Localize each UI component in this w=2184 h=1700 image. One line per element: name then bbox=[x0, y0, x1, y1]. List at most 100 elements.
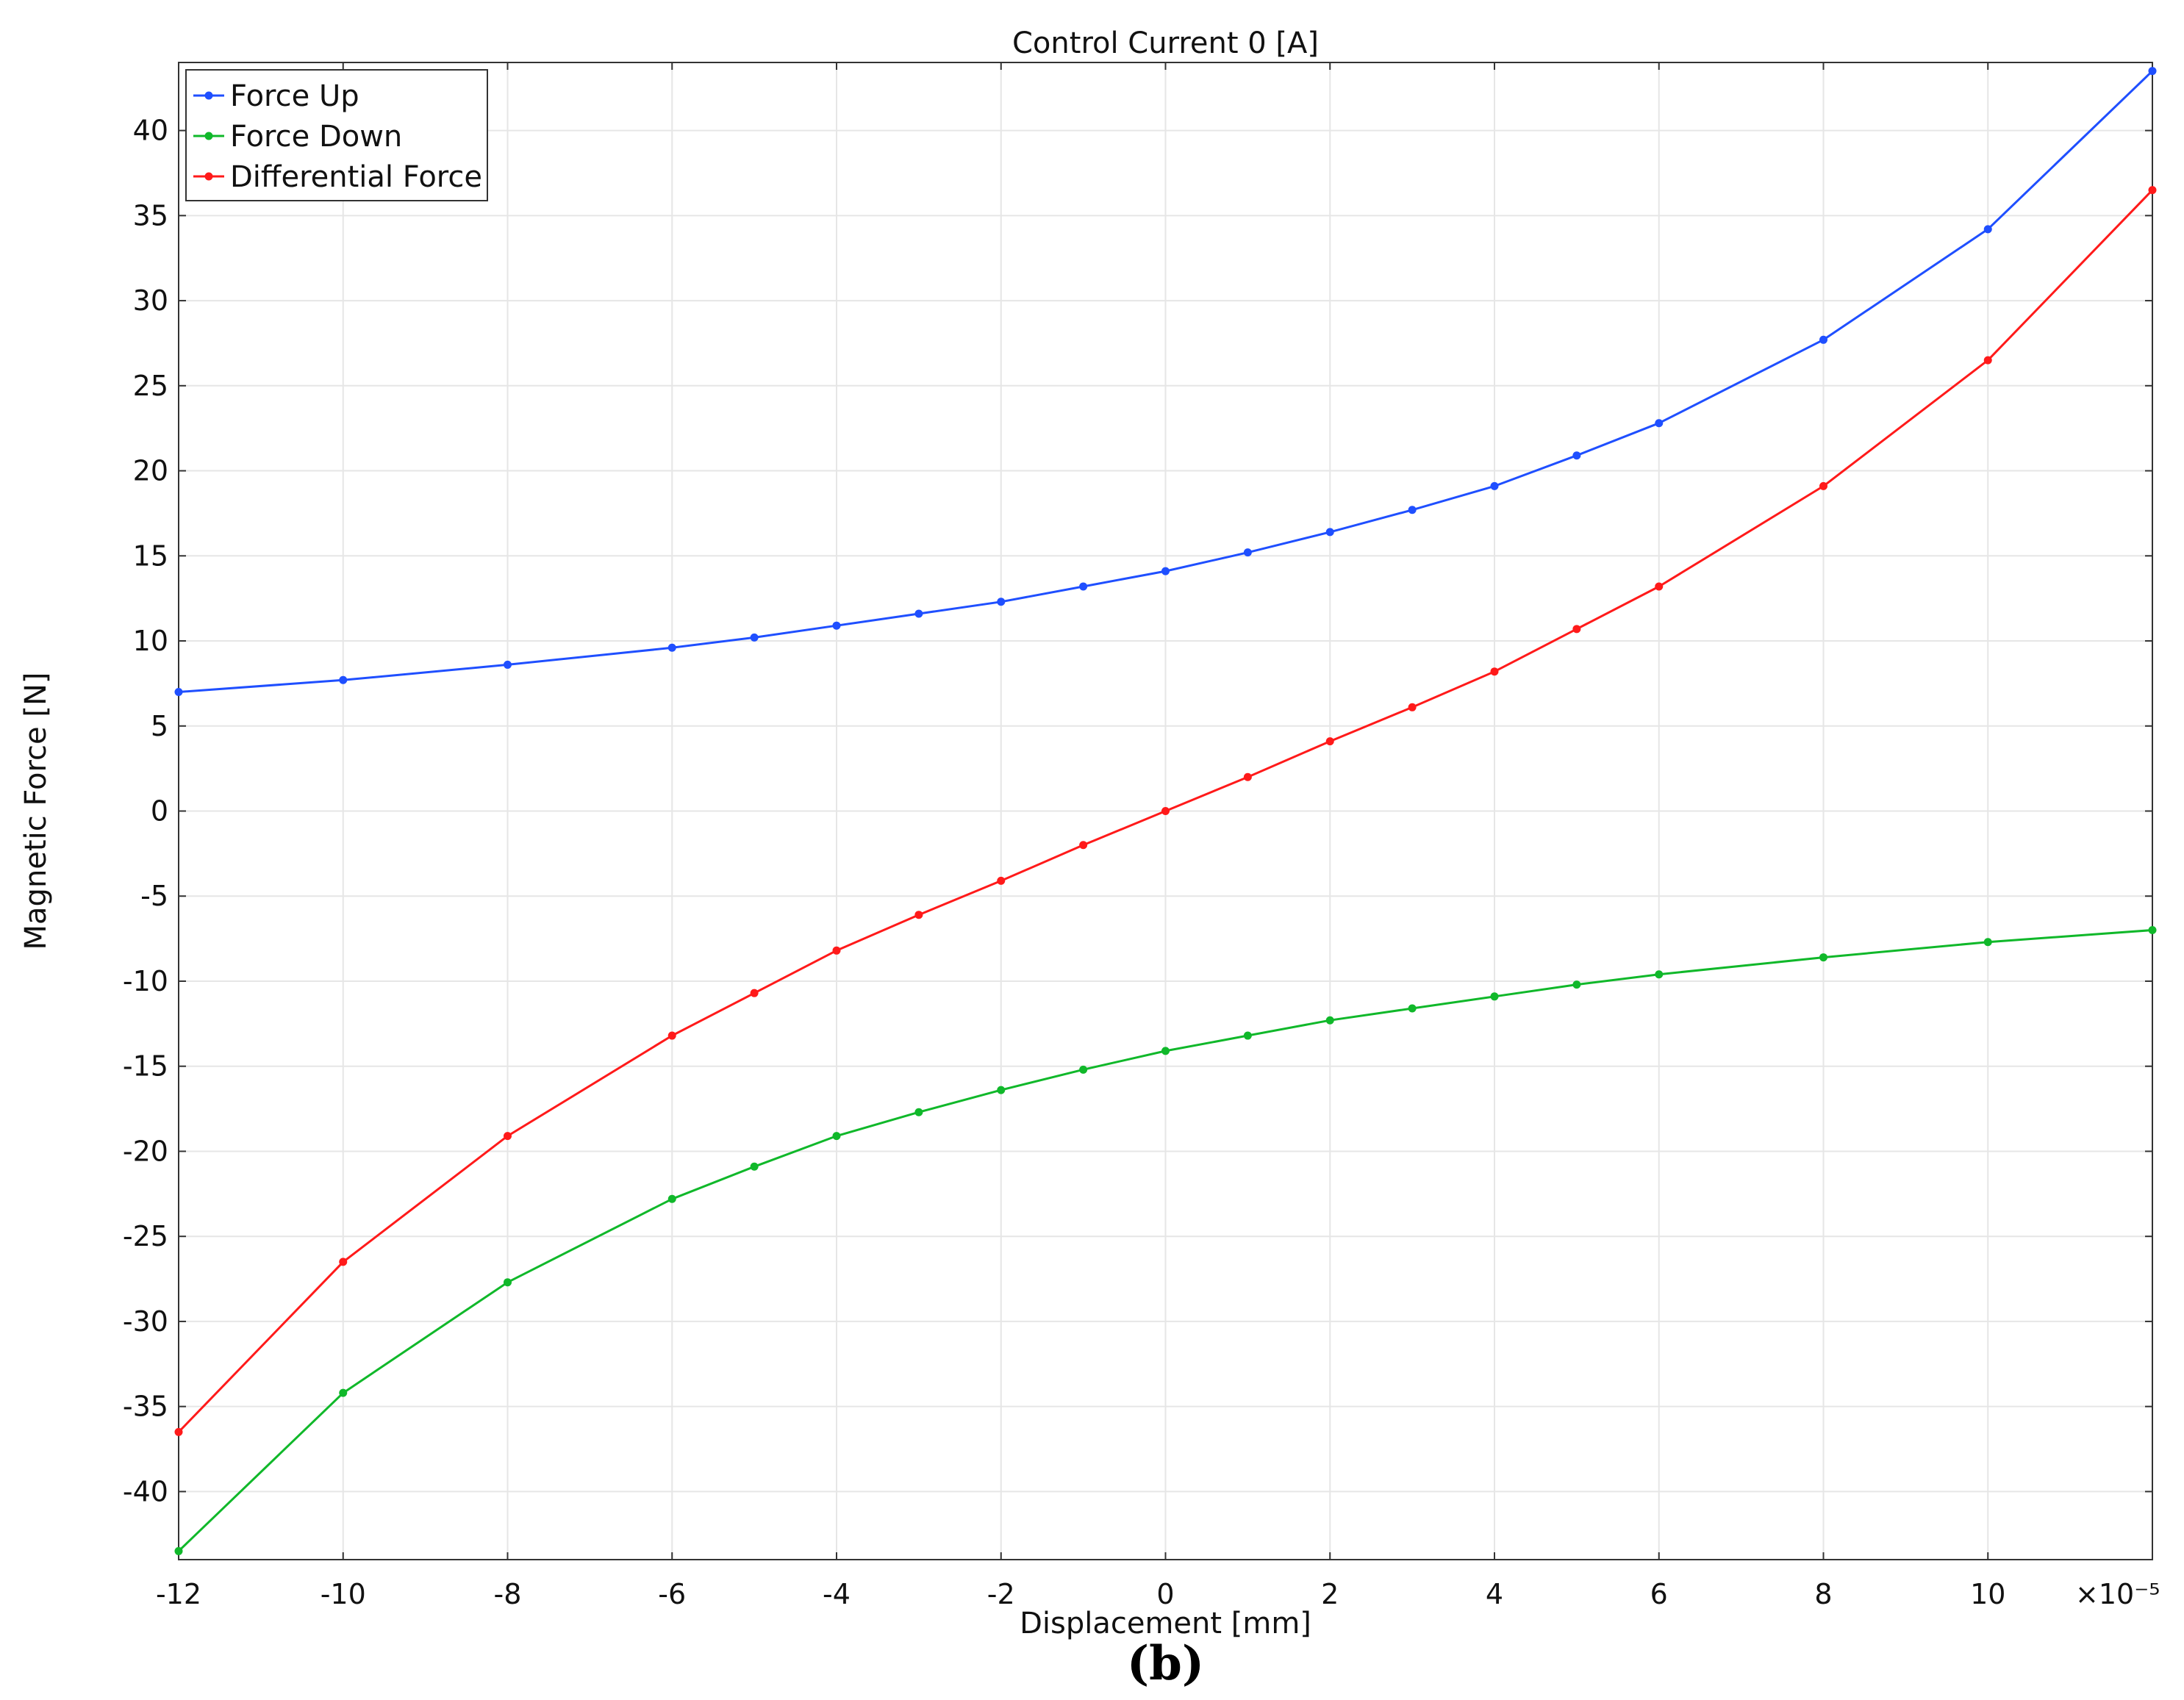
legend-label: Force Up bbox=[230, 79, 359, 113]
data-point bbox=[1325, 528, 1334, 537]
data-point bbox=[914, 911, 923, 919]
x-tick-label: -6 bbox=[658, 1578, 686, 1610]
y-tick-label: -40 bbox=[123, 1475, 168, 1507]
data-point bbox=[1408, 506, 1417, 514]
y-tick-label: 40 bbox=[133, 115, 168, 147]
data-point bbox=[750, 989, 759, 997]
y-tick-label: -15 bbox=[123, 1050, 168, 1083]
data-point bbox=[667, 1194, 676, 1203]
data-point bbox=[1655, 970, 1664, 979]
x-tick-label: 0 bbox=[1156, 1578, 1174, 1610]
data-point bbox=[504, 1132, 512, 1141]
y-tick-label: 30 bbox=[133, 284, 168, 317]
y-tick-label: -30 bbox=[123, 1305, 168, 1338]
data-point bbox=[1819, 953, 1827, 962]
y-tick-label: 35 bbox=[133, 199, 168, 232]
y-tick-label: 10 bbox=[133, 625, 168, 657]
legend: Force Up Force Down Differential Force bbox=[185, 69, 488, 201]
y-tick-label: 15 bbox=[133, 539, 168, 572]
data-point bbox=[504, 660, 512, 669]
y-tick-label: 0 bbox=[151, 795, 168, 828]
series-2 bbox=[174, 186, 2157, 1436]
data-point bbox=[1572, 980, 1581, 989]
data-point bbox=[832, 1132, 841, 1141]
legend-label: Differential Force bbox=[230, 160, 482, 194]
data-point bbox=[1408, 703, 1417, 711]
x-tick-label: 2 bbox=[1321, 1578, 1339, 1610]
series-0 bbox=[174, 67, 2157, 696]
data-point bbox=[1983, 225, 1992, 234]
data-point bbox=[1983, 938, 1992, 947]
figure-caption: (b) bbox=[1127, 1636, 1204, 1691]
data-point bbox=[174, 687, 183, 696]
data-point bbox=[914, 1108, 923, 1116]
data-point bbox=[1161, 567, 1170, 575]
data-point bbox=[2148, 186, 2157, 195]
y-tick-label: -10 bbox=[123, 965, 168, 997]
data-point bbox=[997, 598, 1006, 606]
x-tick-label: -4 bbox=[823, 1578, 851, 1610]
x-tick-label: 4 bbox=[1486, 1578, 1503, 1610]
x-tick-label: 10 bbox=[1970, 1578, 2005, 1610]
legend-item: Force Up bbox=[193, 79, 359, 113]
data-point bbox=[2148, 67, 2157, 76]
data-point bbox=[1243, 548, 1252, 557]
x-tick-label: -12 bbox=[156, 1578, 201, 1610]
data-point bbox=[832, 621, 841, 630]
x-tick-label: -10 bbox=[321, 1578, 366, 1610]
data-point bbox=[1243, 772, 1252, 781]
x-tick-label: -2 bbox=[987, 1578, 1015, 1610]
data-point bbox=[1161, 1047, 1170, 1055]
data-point bbox=[1655, 419, 1664, 428]
data-point bbox=[997, 1086, 1006, 1094]
x-tick-label: 6 bbox=[1650, 1578, 1668, 1610]
data-point bbox=[1490, 992, 1499, 1001]
chart-title: Control Current 0 [A] bbox=[1012, 26, 1319, 60]
y-tick-label: 25 bbox=[133, 370, 168, 402]
data-point bbox=[1572, 451, 1581, 460]
data-point bbox=[914, 609, 923, 618]
legend-item: Differential Force bbox=[193, 160, 482, 194]
x-tick-label: 8 bbox=[1814, 1578, 1832, 1610]
data-point bbox=[997, 876, 1006, 885]
legend-marker bbox=[204, 91, 213, 100]
y-tick-label: -20 bbox=[123, 1135, 168, 1167]
axis-ticks: -40-35-30-25-20-15-10-50510152025303540-… bbox=[123, 62, 2152, 1610]
data-point bbox=[1655, 582, 1664, 591]
x-axis-multiplier: ×10⁻⁵ bbox=[2075, 1578, 2160, 1610]
legend-item: Force Down bbox=[193, 120, 402, 154]
y-tick-label: 5 bbox=[151, 710, 168, 742]
data-point bbox=[504, 1278, 512, 1287]
data-point bbox=[1079, 582, 1088, 591]
x-tick-label: -8 bbox=[494, 1578, 522, 1610]
data-point bbox=[339, 1258, 348, 1266]
legend-marker bbox=[204, 172, 213, 181]
data-point bbox=[1243, 1031, 1252, 1040]
y-tick-label: 20 bbox=[133, 455, 168, 487]
data-point bbox=[1490, 667, 1499, 676]
data-point bbox=[1983, 356, 1992, 365]
legend-label: Force Down bbox=[230, 120, 402, 154]
data-point bbox=[339, 675, 348, 684]
y-tick-label: -35 bbox=[123, 1391, 168, 1423]
data-point bbox=[1490, 481, 1499, 490]
data-point bbox=[750, 633, 759, 642]
data-point bbox=[750, 1162, 759, 1171]
data-point bbox=[339, 1388, 348, 1397]
x-axis-title: Displacement [mm] bbox=[1020, 1607, 1311, 1640]
legend-box bbox=[185, 69, 488, 201]
data-point bbox=[1572, 625, 1581, 634]
data-point bbox=[667, 1031, 676, 1040]
data-point bbox=[1819, 335, 1827, 344]
data-point bbox=[2148, 926, 2157, 935]
data-point bbox=[1079, 1065, 1088, 1074]
data-point bbox=[1079, 841, 1088, 850]
data-point bbox=[1161, 807, 1170, 815]
data-point bbox=[1325, 1016, 1334, 1025]
series-lines bbox=[174, 67, 2157, 1555]
data-point bbox=[174, 1427, 183, 1436]
data-point bbox=[1819, 481, 1827, 490]
data-point bbox=[174, 1546, 183, 1555]
data-point bbox=[667, 643, 676, 652]
